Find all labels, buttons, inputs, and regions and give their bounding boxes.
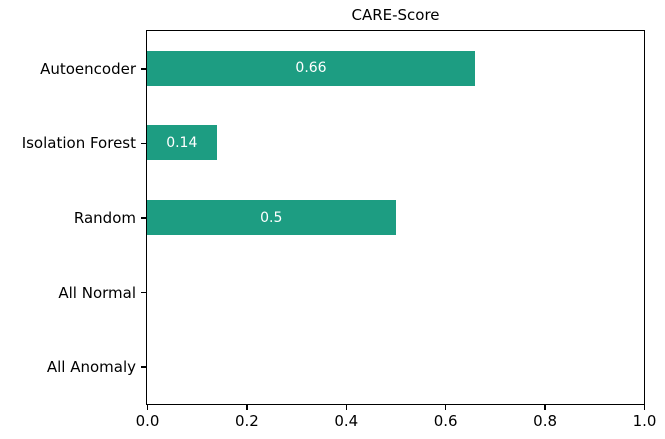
bar-autoencoder: 0.66 [147, 50, 476, 86]
bar-isolation-forest: 0.14 [147, 125, 217, 161]
ytick-label: Autoencoder [40, 59, 136, 78]
ytick-label: All Normal [58, 283, 136, 302]
ytick-label: All Anomaly [46, 358, 136, 377]
xtick-mark [345, 405, 348, 410]
xtick-mark [544, 405, 546, 410]
ytick-mark [141, 291, 146, 294]
xtick-label: 0.2 [234, 412, 259, 430]
bar-value-label: 0.5 [260, 209, 283, 226]
xtick-mark [146, 405, 149, 410]
ytick-label: Random [73, 209, 136, 227]
xtick-mark [246, 405, 248, 410]
x-axis: 0.0 0.2 0.4 0.6 0.8 1.0 [136, 405, 656, 439]
xtick-label: 0.8 [533, 412, 558, 430]
ytick-mark [141, 68, 146, 70]
bar-value-label: 0.14 [166, 134, 198, 151]
bar-random: 0.5 [147, 200, 396, 235]
ytick-mark [141, 142, 146, 145]
ytick-label: Isolation Forest [21, 134, 136, 153]
xtick-mark [643, 405, 646, 410]
xtick-label: 0.6 [433, 412, 458, 430]
plot-area: 0.66 0.14 0.5 [146, 30, 645, 405]
ytick-mark [141, 366, 146, 368]
xtick-mark [444, 405, 447, 410]
bar-value-label: 0.66 [295, 60, 327, 77]
y-axis: Autoencoder Isolation Forest Random All Nor… [0, 30, 146, 405]
ytick-mark [141, 217, 146, 219]
xtick-label: 0.0 [135, 412, 160, 430]
xtick-label: 1.0 [632, 412, 657, 430]
xtick-label: 0.4 [334, 412, 359, 430]
chart-title: CARE-Score [351, 6, 440, 24]
